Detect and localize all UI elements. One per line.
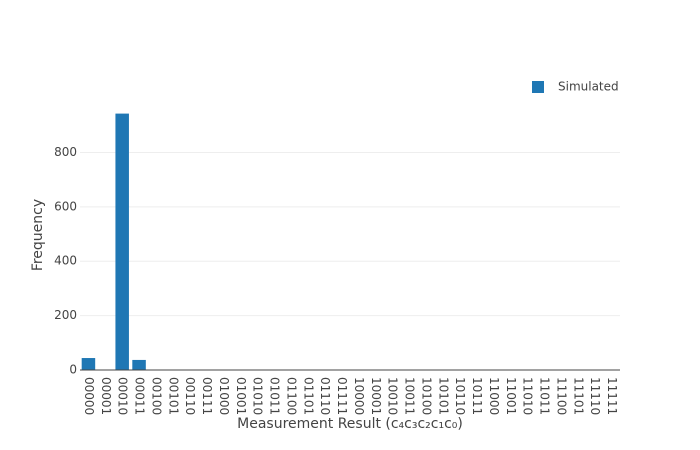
x-tick-label: 01000	[217, 377, 231, 415]
x-tick-label: 10000	[352, 377, 366, 415]
y-tick-label: 400	[54, 254, 77, 268]
x-tick-label: 11101	[571, 377, 585, 415]
x-tick-label: 00100	[149, 377, 163, 415]
x-tick-label: 10001	[369, 377, 383, 415]
x-tick-label: 01010	[251, 377, 265, 415]
x-tick-label: 11011	[538, 377, 552, 415]
x-tick-label: 11010	[521, 377, 535, 415]
y-tick-label: 800	[54, 145, 77, 159]
x-tick-label: 10011	[403, 377, 417, 415]
x-tick-label: 00101	[166, 377, 180, 415]
y-axis-label: Frequency	[30, 199, 46, 271]
x-tick-label: 00010	[116, 377, 130, 415]
y-tick-label: 0	[69, 363, 77, 377]
x-tick-label: 00000	[82, 377, 96, 415]
legend-label: Simulated	[558, 80, 619, 94]
x-tick-label: 11001	[504, 377, 518, 415]
x-tick-label: 11000	[487, 377, 501, 415]
x-tick-label: 01011	[268, 377, 282, 415]
x-tick-label: 01111	[335, 377, 349, 415]
x-tick-label: 10100	[419, 377, 433, 415]
x-tick-label: 11111	[605, 377, 619, 415]
x-tick-label: 00011	[133, 377, 147, 415]
x-tick-label: 01110	[318, 377, 332, 415]
x-tick-label: 01101	[301, 377, 315, 415]
x-tick-label: 01001	[234, 377, 248, 415]
bar	[115, 113, 129, 371]
x-tick-label: 11110	[588, 377, 602, 415]
bar	[81, 358, 96, 370]
x-tick-label: 10110	[453, 377, 467, 415]
x-tick-label: 10101	[436, 377, 450, 415]
x-tick-label: 00001	[99, 377, 113, 415]
bar	[132, 359, 146, 370]
x-tick-label: 00110	[183, 377, 197, 415]
x-tick-label: 10010	[386, 377, 400, 415]
x-tick-label: 01100	[284, 377, 298, 415]
y-tick-label: 200	[54, 308, 77, 322]
x-tick-label: 11100	[554, 377, 568, 415]
y-tick-label: 600	[54, 199, 77, 213]
x-axis-label: Measurement Result (c₄c₃c₂c₁c₀)	[237, 416, 463, 432]
x-tick-label: 00111	[200, 377, 214, 415]
legend-swatch	[532, 81, 544, 93]
x-tick-label: 10111	[470, 377, 484, 415]
